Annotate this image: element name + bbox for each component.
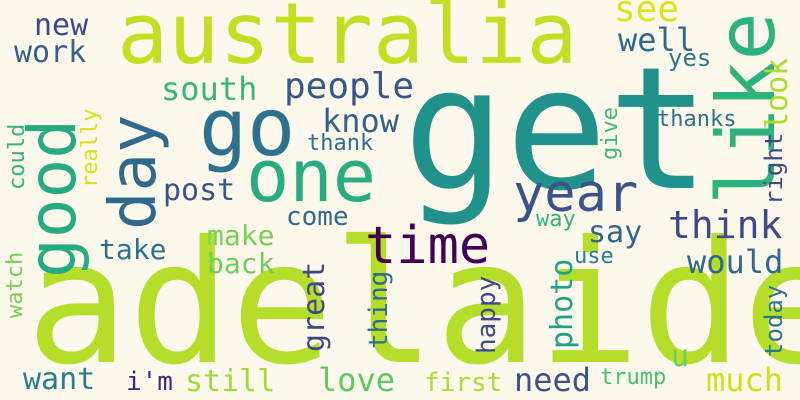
word-happy: happy — [472, 275, 502, 354]
word-give: give — [598, 107, 623, 160]
word-post: post — [163, 173, 236, 208]
word-right: right — [760, 132, 788, 205]
word-go: go — [199, 81, 296, 174]
word-photo: photo — [545, 258, 580, 349]
word-u: u — [671, 339, 690, 374]
word-think: think — [668, 203, 783, 247]
word-thing: thing — [364, 270, 394, 349]
word-back: back — [207, 247, 275, 280]
word-well: well — [618, 21, 696, 59]
word-come: come — [286, 202, 349, 232]
word-people: people — [284, 66, 415, 107]
word-look: look — [760, 57, 795, 130]
word-know: know — [322, 102, 400, 140]
word-year: year — [513, 164, 639, 224]
word-today: today — [760, 284, 788, 357]
word-need: need — [514, 361, 592, 399]
word-south: south — [161, 70, 258, 108]
word-much: much — [706, 361, 784, 399]
word-watch: watch — [3, 251, 28, 318]
word-really: really — [78, 108, 103, 188]
word-work: work — [14, 35, 87, 70]
word-want: want — [23, 362, 96, 397]
word-day: day — [97, 114, 171, 230]
word-new: new — [34, 8, 89, 43]
word-see: see — [614, 0, 680, 30]
word-im: i'm — [126, 367, 173, 397]
word-take: take — [99, 233, 167, 266]
word-make: make — [207, 219, 275, 252]
word-thank: thank — [307, 131, 374, 156]
word-thanks: thanks — [657, 107, 737, 132]
word-time: time — [365, 216, 491, 276]
word-still: still — [185, 364, 276, 399]
word-say: say — [588, 215, 643, 250]
word-australia: australia — [117, 0, 578, 84]
word-could: could — [5, 123, 30, 190]
word-would: would — [687, 243, 784, 281]
word-great: great — [297, 261, 332, 352]
word-get: get — [403, 31, 711, 229]
word-first: first — [424, 368, 503, 398]
word-way: way — [536, 207, 576, 232]
word-love: love — [318, 361, 396, 399]
word-one: one — [246, 134, 377, 218]
word-yes: yes — [668, 44, 712, 72]
word-trump: trump — [600, 365, 667, 390]
word-adelaide: adelaide — [26, 205, 800, 400]
word-use: use — [574, 244, 614, 269]
